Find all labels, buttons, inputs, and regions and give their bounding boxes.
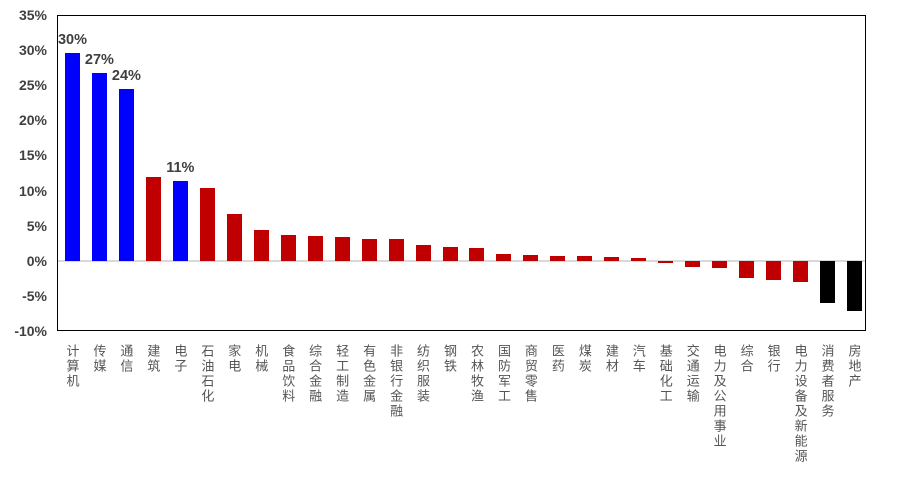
y-tick-label: 20% <box>18 112 47 129</box>
y-tick-label: 25% <box>18 77 47 94</box>
x-category-label-综合金融: 综合金融 <box>307 344 323 404</box>
bar-消费者服务 <box>820 260 836 303</box>
bar-煤炭 <box>577 255 593 261</box>
bar-轻工制造 <box>334 236 350 261</box>
x-category-label-纺织服装: 纺织服装 <box>415 344 431 404</box>
y-tick-label: 0% <box>26 252 47 269</box>
x-category-label-家电: 家电 <box>226 344 242 374</box>
zero-gridline <box>57 259 866 262</box>
x-category-label-钢铁: 钢铁 <box>442 344 458 374</box>
bar-银行 <box>766 260 782 280</box>
bar-综合金融 <box>307 236 323 261</box>
x-category-label-机械: 机械 <box>253 344 269 374</box>
bar-电力设备及新能源 <box>793 260 809 282</box>
y-tick-label: -5% <box>22 287 47 304</box>
bar-计算机 <box>64 52 80 261</box>
x-category-label-房地产: 房地产 <box>846 344 862 389</box>
x-category-label-轻工制造: 轻工制造 <box>334 344 350 404</box>
bar-电子 <box>172 180 188 261</box>
bar-汽车 <box>631 257 647 261</box>
bar-房地产 <box>847 260 863 311</box>
x-category-label-建筑: 建筑 <box>145 344 161 374</box>
x-category-label-建材: 建材 <box>603 344 619 374</box>
bar-综合 <box>739 260 755 279</box>
bar-钢铁 <box>442 247 458 261</box>
bar-商贸零售 <box>523 255 539 261</box>
x-category-label-石油石化: 石油石化 <box>199 344 215 404</box>
x-category-label-汽车: 汽车 <box>630 344 646 374</box>
y-tick-label: -10% <box>14 323 47 339</box>
bar-非银行金融 <box>388 239 404 261</box>
bar-通信 <box>118 88 134 261</box>
bar-建筑 <box>145 177 161 261</box>
x-category-label-煤炭: 煤炭 <box>576 344 592 374</box>
bar-value-label: 24% <box>111 67 141 84</box>
plot-area <box>57 15 866 331</box>
y-tick-label: 30% <box>18 42 47 59</box>
x-category-label-非银行金融: 非银行金融 <box>388 344 404 419</box>
bar-交通运输 <box>685 260 701 268</box>
x-category-label-交通运输: 交通运输 <box>684 344 700 404</box>
bar-国防军工 <box>496 253 512 261</box>
x-category-label-食品饮料: 食品饮料 <box>280 344 296 404</box>
bar-传媒 <box>91 73 107 261</box>
x-category-label-综合: 综合 <box>738 344 754 374</box>
bar-value-label: 11% <box>166 159 195 176</box>
x-category-label-电子: 电子 <box>172 344 188 374</box>
x-category-label-电力设备及新能源: 电力设备及新能源 <box>792 344 808 464</box>
x-category-label-传媒: 传媒 <box>91 344 107 374</box>
bar-农林牧渔 <box>469 247 485 261</box>
bar-value-label: 27% <box>84 52 114 69</box>
bar-机械 <box>253 229 269 261</box>
bar-食品饮料 <box>280 234 296 261</box>
x-category-label-电力及公用事业: 电力及公用事业 <box>711 344 727 449</box>
bar-有色金属 <box>361 239 377 261</box>
y-tick-label: 15% <box>18 147 47 164</box>
x-category-label-有色金属: 有色金属 <box>361 344 377 404</box>
x-category-label-计算机: 计算机 <box>64 344 80 389</box>
x-category-label-通信: 通信 <box>118 344 134 374</box>
y-tick-label: 5% <box>26 217 47 234</box>
bar-电力及公用事业 <box>712 260 728 269</box>
bar-医药 <box>550 255 566 261</box>
x-category-label-基础化工: 基础化工 <box>657 344 673 404</box>
x-category-label-国防军工: 国防军工 <box>495 344 511 404</box>
x-category-label-农林牧渔: 农林牧渔 <box>468 344 484 404</box>
bar-基础化工 <box>658 260 674 264</box>
bar-纺织服装 <box>415 245 431 261</box>
x-category-label-消费者服务: 消费者服务 <box>819 344 835 419</box>
bar-家电 <box>226 214 242 261</box>
y-tick-label: 35% <box>18 7 47 23</box>
bar-石油石化 <box>199 187 215 261</box>
y-tick-label: 10% <box>18 182 47 199</box>
x-category-label-商贸零售: 商贸零售 <box>522 344 538 404</box>
bar-建材 <box>604 256 620 261</box>
bar-value-label: 30% <box>57 31 87 48</box>
x-category-label-银行: 银行 <box>765 344 781 374</box>
x-category-label-医药: 医药 <box>549 344 565 374</box>
